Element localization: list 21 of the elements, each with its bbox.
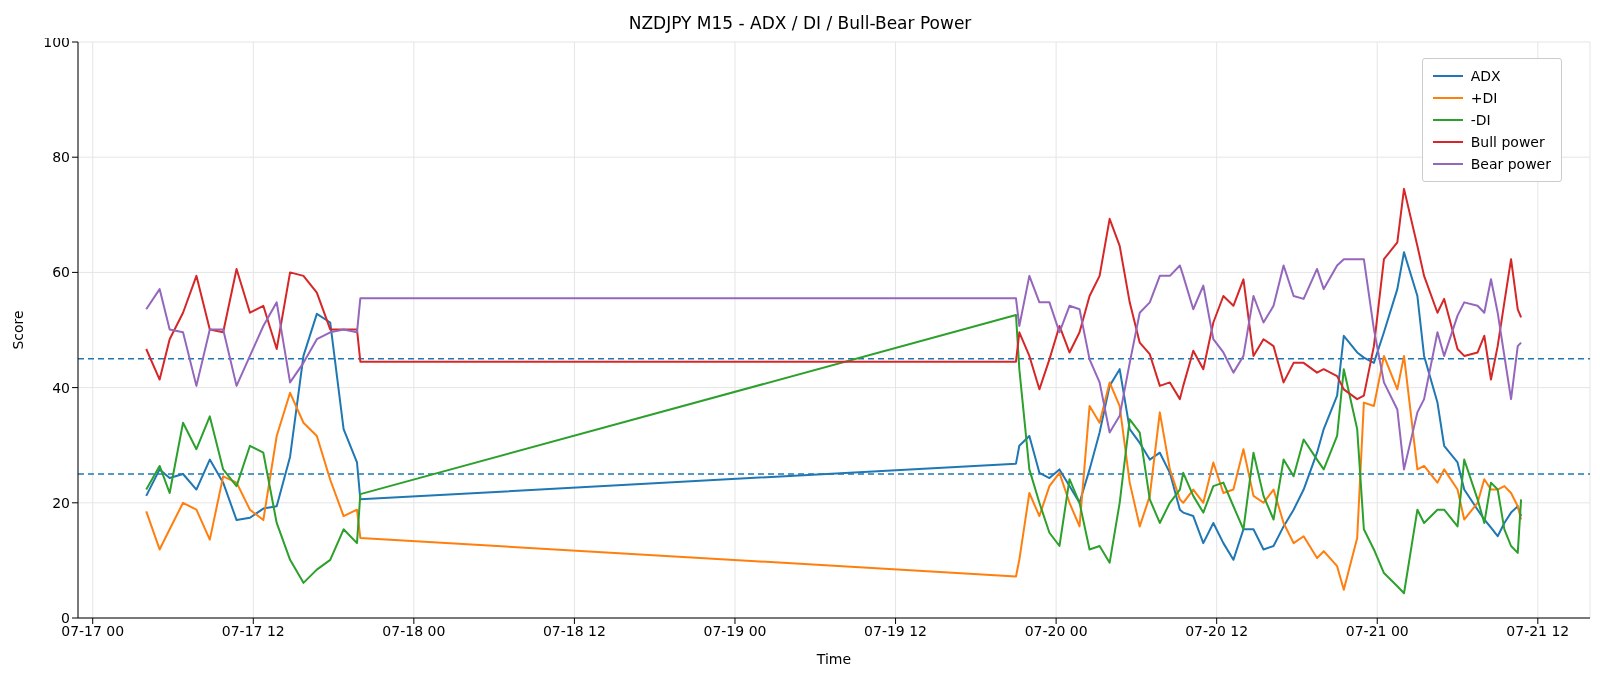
y-tick-label: 60 [52, 264, 70, 281]
y-tick-label: 80 [52, 149, 70, 166]
legend-label: Bear power [1470, 156, 1551, 172]
x-tick-label: 07-18 12 [542, 622, 606, 639]
x-tick-label: 07-19 12 [864, 622, 928, 639]
x-tick-label: 07-21 00 [1345, 622, 1409, 639]
legend-label: Bull power [1470, 134, 1545, 150]
x-tick-label: 07-21 12 [1506, 622, 1570, 639]
x-tick-label: 07-17 12 [221, 622, 285, 639]
x-tick-label: 07-18 00 [382, 622, 446, 639]
x-tick-label: 07-19 00 [703, 622, 767, 639]
x-tick-label: 07-20 00 [1024, 622, 1088, 639]
chart-title: NZDJPY M15 - ADX / DI / Bull-Bear Power [628, 13, 972, 33]
legend-label: -DI [1470, 112, 1491, 128]
y-tick-label: 40 [52, 379, 70, 396]
legend-label: +DI [1470, 90, 1498, 106]
legend-label: ADX [1470, 68, 1501, 84]
x-tick-label: 07-20 12 [1185, 622, 1249, 639]
y-axis-title: Score [9, 310, 26, 350]
x-axis-title: Time [815, 651, 852, 667]
y-tick-label: 20 [52, 494, 70, 511]
